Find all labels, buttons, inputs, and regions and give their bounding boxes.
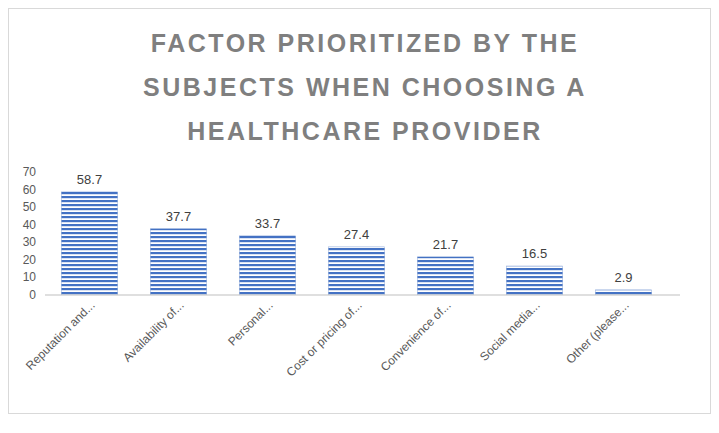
data-label: 27.4 bbox=[344, 227, 369, 242]
bar bbox=[417, 257, 473, 295]
chart: FACTOR PRIORITIZED BY THE SUBJECTS WHEN C… bbox=[0, 0, 719, 433]
y-tick-label: 0 bbox=[29, 288, 36, 302]
data-label: 21.7 bbox=[433, 237, 458, 252]
title-line: HEALTHCARE PROVIDER bbox=[187, 117, 542, 145]
x-tick-label: Convenience of... bbox=[378, 298, 454, 374]
x-axis-line bbox=[45, 295, 680, 296]
x-tick-label: Availability of... bbox=[120, 298, 186, 364]
x-tick-label: Social media... bbox=[477, 298, 543, 364]
x-tick-label: Personal... bbox=[225, 298, 275, 348]
data-label: 37.7 bbox=[166, 209, 191, 224]
data-label: 2.9 bbox=[614, 270, 632, 285]
bar bbox=[239, 236, 295, 295]
bar bbox=[150, 229, 206, 295]
chart-title: FACTOR PRIORITIZED BY THE SUBJECTS WHEN C… bbox=[143, 29, 587, 145]
y-tick-label: 30 bbox=[23, 235, 37, 249]
bar bbox=[506, 266, 562, 295]
bar bbox=[595, 290, 651, 295]
title-line: FACTOR PRIORITIZED BY THE bbox=[151, 29, 579, 57]
data-label: 16.5 bbox=[522, 246, 547, 261]
bar bbox=[328, 247, 384, 295]
chart-frame bbox=[9, 9, 711, 414]
y-tick-label: 10 bbox=[23, 270, 37, 284]
bars bbox=[61, 192, 651, 295]
y-tick-label: 70 bbox=[23, 165, 37, 179]
data-label: 58.7 bbox=[77, 172, 102, 187]
bar bbox=[61, 192, 117, 295]
y-tick-label: 20 bbox=[23, 253, 37, 267]
y-tick-label: 60 bbox=[23, 183, 37, 197]
data-label: 33.7 bbox=[255, 216, 280, 231]
y-tick-label: 40 bbox=[23, 218, 37, 232]
x-tick-label: Other (please... bbox=[563, 298, 631, 366]
title-line: SUBJECTS WHEN CHOOSING A bbox=[143, 73, 587, 101]
x-tick-label: Reputation and... bbox=[23, 298, 98, 373]
y-tick-label: 50 bbox=[23, 200, 37, 214]
x-tick-label: Cost or pricing of... bbox=[284, 298, 365, 379]
